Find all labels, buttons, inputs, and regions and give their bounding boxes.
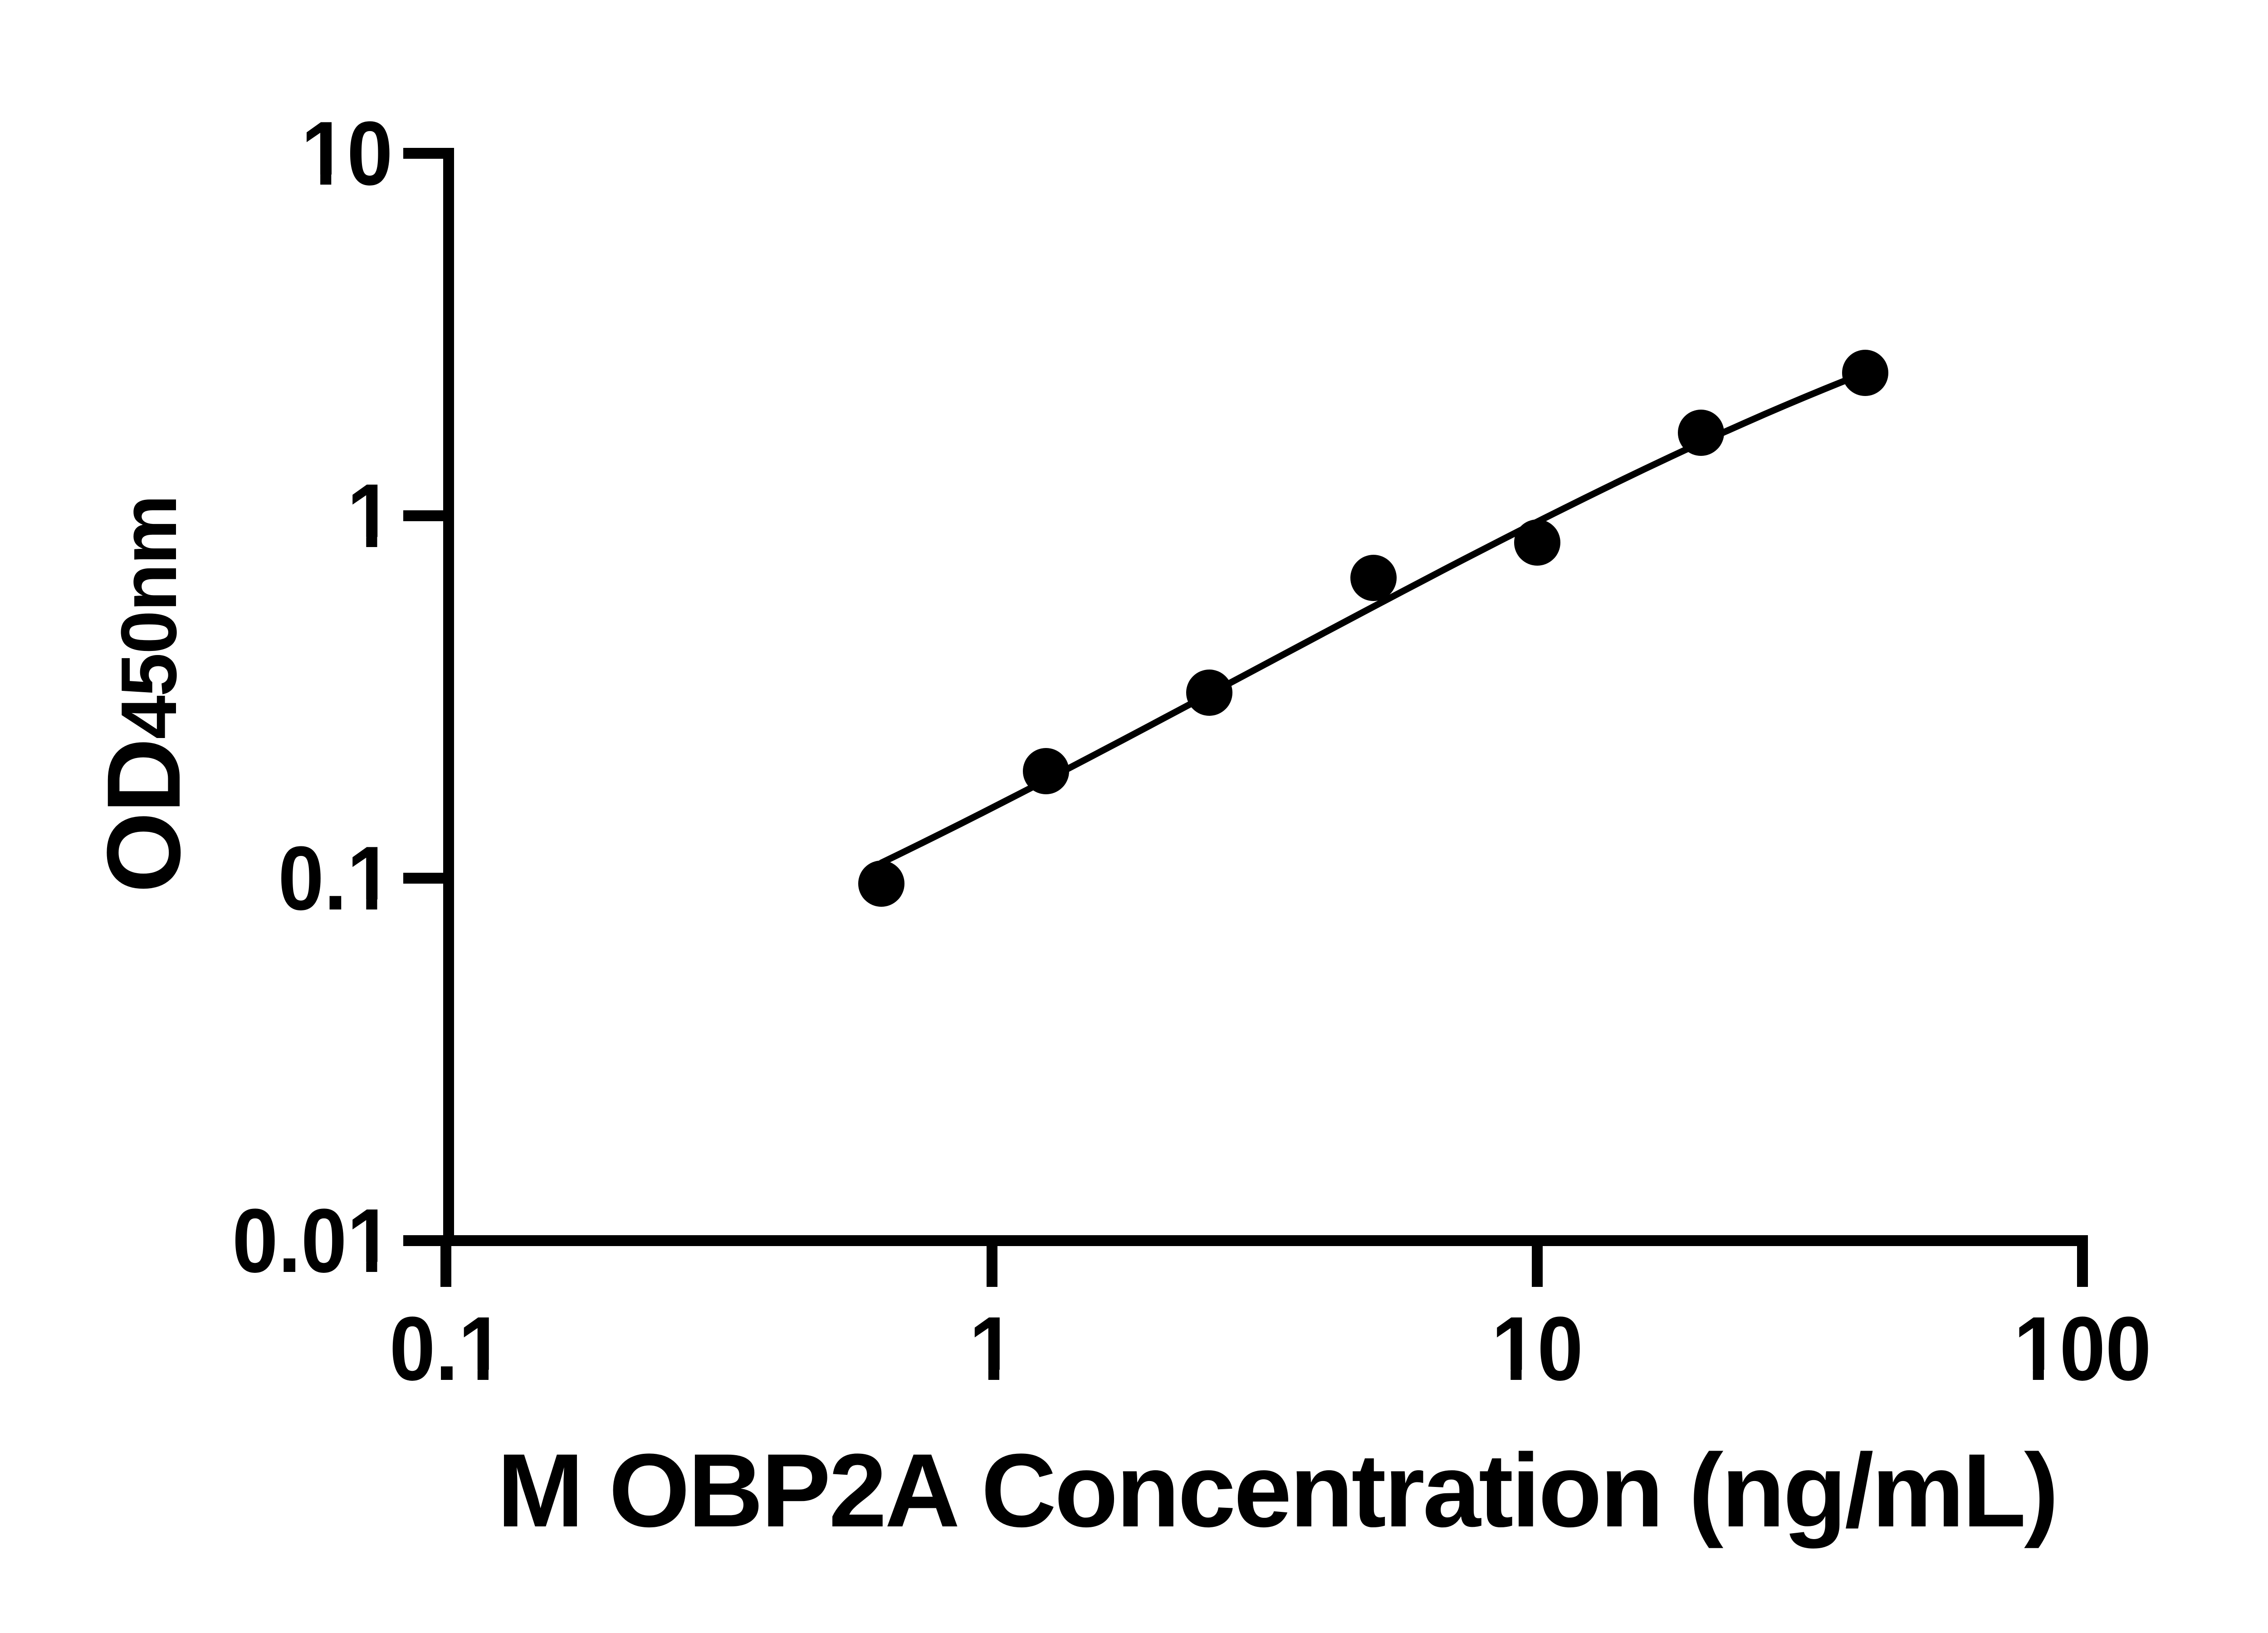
svg-text:100: 100 [2014,1298,2151,1399]
svg-text:0.1: 0.1 [389,1298,504,1399]
svg-text:0.01: 0.01 [232,1190,393,1291]
svg-text:1: 1 [969,1298,1015,1399]
svg-text:M OBP2A Concentration (ng/mL): M OBP2A Concentration (ng/mL) [497,1432,2057,1549]
svg-text:OD450nm: OD450nm [85,496,202,893]
svg-text:10: 10 [301,103,393,204]
svg-text:1: 1 [347,465,393,567]
svg-text:10: 10 [1491,1298,1583,1399]
svg-text:0.1: 0.1 [278,827,393,929]
